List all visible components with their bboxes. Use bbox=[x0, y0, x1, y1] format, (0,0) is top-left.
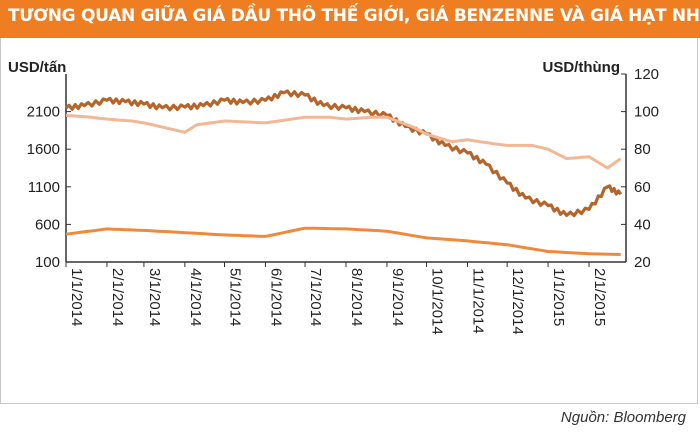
series-line-3 bbox=[65, 226, 621, 256]
x-tick-label: 3/1/2014 bbox=[146, 268, 163, 326]
right-axis-label: USD/thùng bbox=[543, 59, 620, 76]
x-tick-label: 4/1/2014 bbox=[187, 268, 204, 326]
left-tick-label: 600 bbox=[35, 216, 60, 233]
x-tick-label: 8/1/2014 bbox=[348, 268, 365, 326]
left-tick-label: 2100 bbox=[27, 104, 60, 121]
chart-title: TƯƠNG QUAN GIỮA GIÁ DẦU THÔ THẾ GIỚI, GI… bbox=[8, 6, 700, 26]
x-tick-label: 1/1/2014 bbox=[68, 268, 85, 326]
x-tick-label: 6/1/2014 bbox=[267, 268, 284, 326]
x-tick-label: 11/1/2014 bbox=[470, 268, 487, 334]
right-tick-label: 20 bbox=[634, 254, 651, 271]
x-tick-label: 10/1/2014 bbox=[429, 268, 446, 335]
x-tick-label: 2/1/2014 bbox=[109, 268, 126, 326]
series-line-1 bbox=[64, 89, 623, 218]
x-tick-label: 5/1/2014 bbox=[226, 268, 243, 326]
right-tick-label: 80 bbox=[634, 141, 651, 158]
chart-frame bbox=[0, 38, 698, 404]
left-axis-label: USD/tấn bbox=[8, 59, 66, 76]
x-tick-label: 1/1/2015 bbox=[550, 268, 567, 326]
x-tick-label: 12/1/2014 bbox=[509, 268, 526, 335]
source-note: Nguồn: Bloomberg bbox=[560, 409, 686, 426]
series-line-2 bbox=[65, 113, 622, 170]
x-tick-label: 2/1/2015 bbox=[591, 268, 608, 326]
right-tick-label: 40 bbox=[634, 216, 651, 233]
left-tick-label: 1600 bbox=[27, 141, 60, 158]
right-tick-label: 100 bbox=[634, 104, 659, 121]
title-bar: TƯƠNG QUAN GIỮA GIÁ DẦU THÔ THẾ GIỚI, GI… bbox=[0, 0, 700, 38]
left-tick-label: 1100 bbox=[28, 179, 60, 196]
x-tick-label: 7/1/2014 bbox=[307, 268, 324, 326]
right-tick-label: 60 bbox=[634, 179, 651, 196]
x-tick-label: 9/1/2014 bbox=[389, 268, 406, 326]
right-tick-label: 120 bbox=[634, 66, 659, 83]
left-tick-label: 100 bbox=[35, 254, 60, 271]
